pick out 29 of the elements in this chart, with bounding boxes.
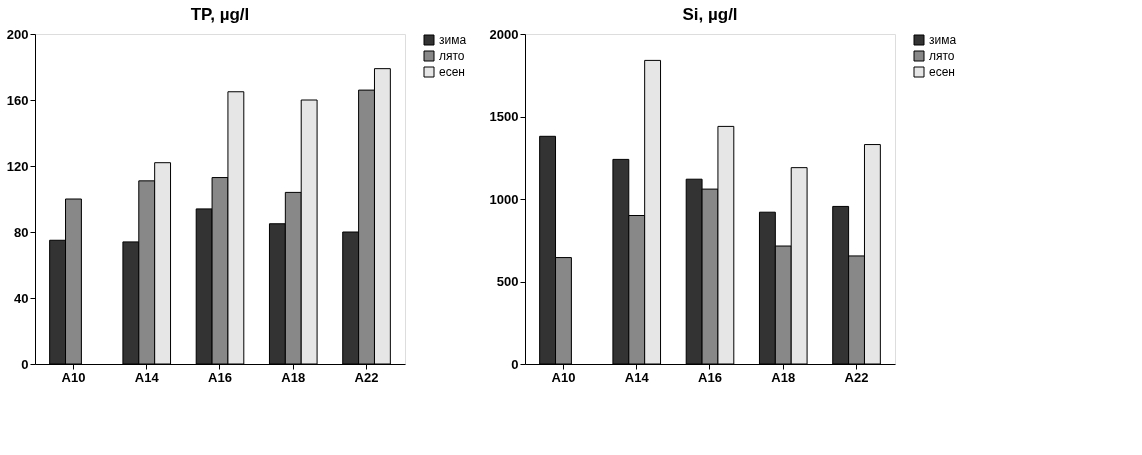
x-tick-label: A14 — [624, 369, 650, 385]
legend-label: зима — [929, 33, 957, 47]
y-tick-label: 160 — [6, 92, 29, 108]
legend-label: лято — [439, 49, 465, 63]
x-tick-label: A22 — [354, 369, 379, 385]
x-tick-label: A18 — [281, 369, 306, 385]
y-tick-label: 500 — [496, 274, 519, 289]
chart-title: Si, µg/l — [682, 5, 738, 24]
y-tick-label: 2000 — [489, 26, 519, 42]
x-tick-label: A10 — [551, 369, 576, 385]
legend-label: зима — [439, 33, 467, 47]
y-tick-label: 0 — [511, 356, 519, 372]
x-tick-label: A10 — [61, 369, 86, 385]
legend-label: лято — [929, 49, 955, 63]
x-tick-label: A22 — [844, 369, 869, 385]
x-tick-label: A16 — [208, 369, 232, 385]
chart-title: TP, µg/l — [190, 5, 250, 24]
y-tick-label: 200 — [6, 26, 29, 42]
y-tick-label: 80 — [14, 224, 29, 240]
legend-label: есен — [439, 65, 465, 79]
legend-label: есен — [929, 65, 955, 79]
y-tick-label: 120 — [6, 158, 29, 174]
x-tick-label: A14 — [134, 369, 160, 385]
y-tick-label: 1000 — [489, 191, 519, 207]
x-tick-label: A16 — [698, 369, 722, 385]
x-tick-label: A18 — [771, 369, 796, 385]
y-tick-label: 0 — [21, 356, 29, 372]
y-tick-label: 1500 — [489, 109, 519, 124]
y-tick-label: 40 — [14, 290, 29, 306]
